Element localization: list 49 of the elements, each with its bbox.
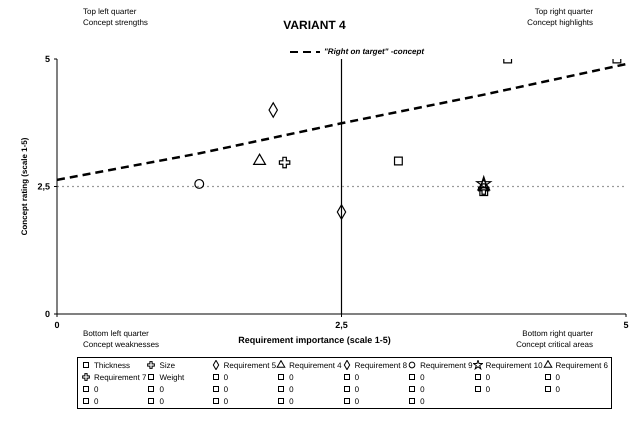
legend-label: 0 xyxy=(554,372,561,382)
legend-label: Requirement 10 xyxy=(484,360,543,370)
x-axis-title: Requirement importance (scale 1-5) xyxy=(238,335,391,345)
legend-label: Requirement 4 xyxy=(288,360,342,370)
y-axis-title: Concept rating (scale 1-5) xyxy=(20,137,29,236)
point xyxy=(479,187,488,196)
legend-label: 0 xyxy=(484,384,492,394)
legend-label: 0 xyxy=(158,384,165,394)
legend-label: Weight xyxy=(158,372,186,382)
y-tick-label: 0 xyxy=(44,309,50,319)
y-tick-label: 5 xyxy=(44,54,50,64)
y-tick-label: 2,5 xyxy=(37,182,50,192)
text: Top right quarter Concept highlights xyxy=(527,6,593,28)
x-tick-label: 5 xyxy=(623,320,629,330)
text: Bottom right quarter Concept critical areas xyxy=(516,328,593,350)
legend-label: 0 xyxy=(222,396,230,406)
legend-label: Requirement 8 xyxy=(354,360,408,370)
point xyxy=(476,176,492,190)
legend-label: 0 xyxy=(554,384,561,394)
legend-label: 0 xyxy=(419,384,426,394)
legend-label: Requirement 7 xyxy=(93,372,146,382)
x-tick-label: 0 xyxy=(54,320,60,330)
legend-label: 0 xyxy=(419,372,426,382)
legend-label: 0 xyxy=(288,384,295,394)
chart-title: VARIANT 4 xyxy=(283,18,346,32)
x-tick-label: 2,5 xyxy=(335,320,348,330)
point xyxy=(394,156,403,166)
legend-label: Requirement 9 xyxy=(419,360,473,370)
legend-label: Requirement 6 xyxy=(554,360,608,370)
legend-label: Requirement 5 xyxy=(222,360,276,370)
legend-label: Size xyxy=(158,360,176,370)
legend-label: 0 xyxy=(222,384,230,394)
legend-label: 0 xyxy=(222,372,230,382)
legend-label: "Right on target" -concept xyxy=(323,47,424,56)
legend-label: 0 xyxy=(288,372,295,382)
legend-label: 0 xyxy=(93,384,100,394)
legend-label: 0 xyxy=(288,396,295,406)
legend-label: 0 xyxy=(158,396,165,406)
legend-label: Thickness xyxy=(93,360,132,370)
legend-label: 0 xyxy=(354,384,360,394)
point xyxy=(278,156,290,168)
legend-label: 0 xyxy=(484,372,492,382)
legend-label: 0 xyxy=(354,372,360,382)
point xyxy=(194,178,204,189)
legend-label: 0 xyxy=(354,396,360,406)
legend-label: 0 xyxy=(419,396,426,406)
legend-label: 0 xyxy=(93,396,100,406)
text: Bottom left quarter Concept weaknesses xyxy=(83,328,160,350)
text: Top left quarter Concept strengths xyxy=(83,6,148,28)
